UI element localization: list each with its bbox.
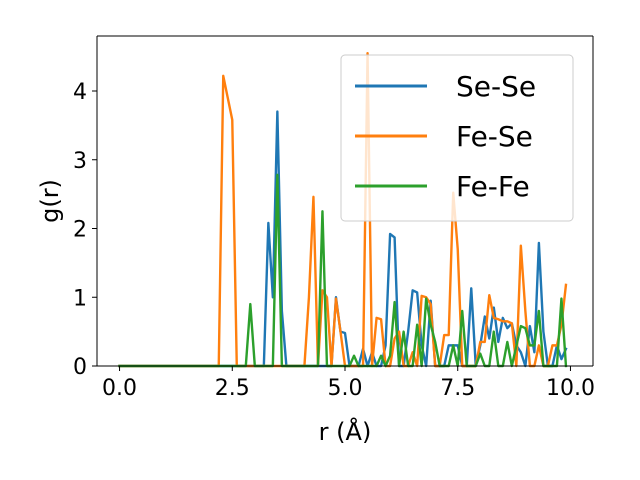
series-line-se-se xyxy=(118,110,568,368)
y-tick-label: 4 xyxy=(73,80,87,105)
y-tick-label: 3 xyxy=(73,149,87,174)
y-tick-label: 2 xyxy=(73,218,87,243)
y-axis-title: g(r) xyxy=(36,179,64,223)
x-tick-label: 5.0 xyxy=(328,376,363,401)
x-tick-label: 10.0 xyxy=(546,376,595,401)
legend-label-fe-se: Fe-Se xyxy=(456,120,533,153)
y-tick-label: 0 xyxy=(73,355,87,380)
series-line-fe-se xyxy=(118,51,568,368)
y-tick-label: 1 xyxy=(73,286,87,311)
x-tick-label: 7.5 xyxy=(440,376,475,401)
x-ticks: 0.0 2.5 5.0 7.5 10.0 xyxy=(102,366,595,401)
series-layer xyxy=(118,51,568,368)
x-tick-label: 0.0 xyxy=(102,376,137,401)
x-axis-title: r (Å) xyxy=(319,417,372,446)
legend-box xyxy=(340,54,574,222)
series-line-fe-fe xyxy=(118,173,568,368)
y-ticks: 0 1 2 3 4 xyxy=(73,80,97,380)
legend-label-fe-fe: Fe-Fe xyxy=(456,170,530,203)
legend-label-se-se: Se-Se xyxy=(456,70,536,103)
legend: Se-Se Fe-Se Fe-Fe xyxy=(340,54,574,222)
legend-items: Se-Se Fe-Se Fe-Fe xyxy=(355,70,536,203)
x-tick-label: 2.5 xyxy=(215,376,250,401)
